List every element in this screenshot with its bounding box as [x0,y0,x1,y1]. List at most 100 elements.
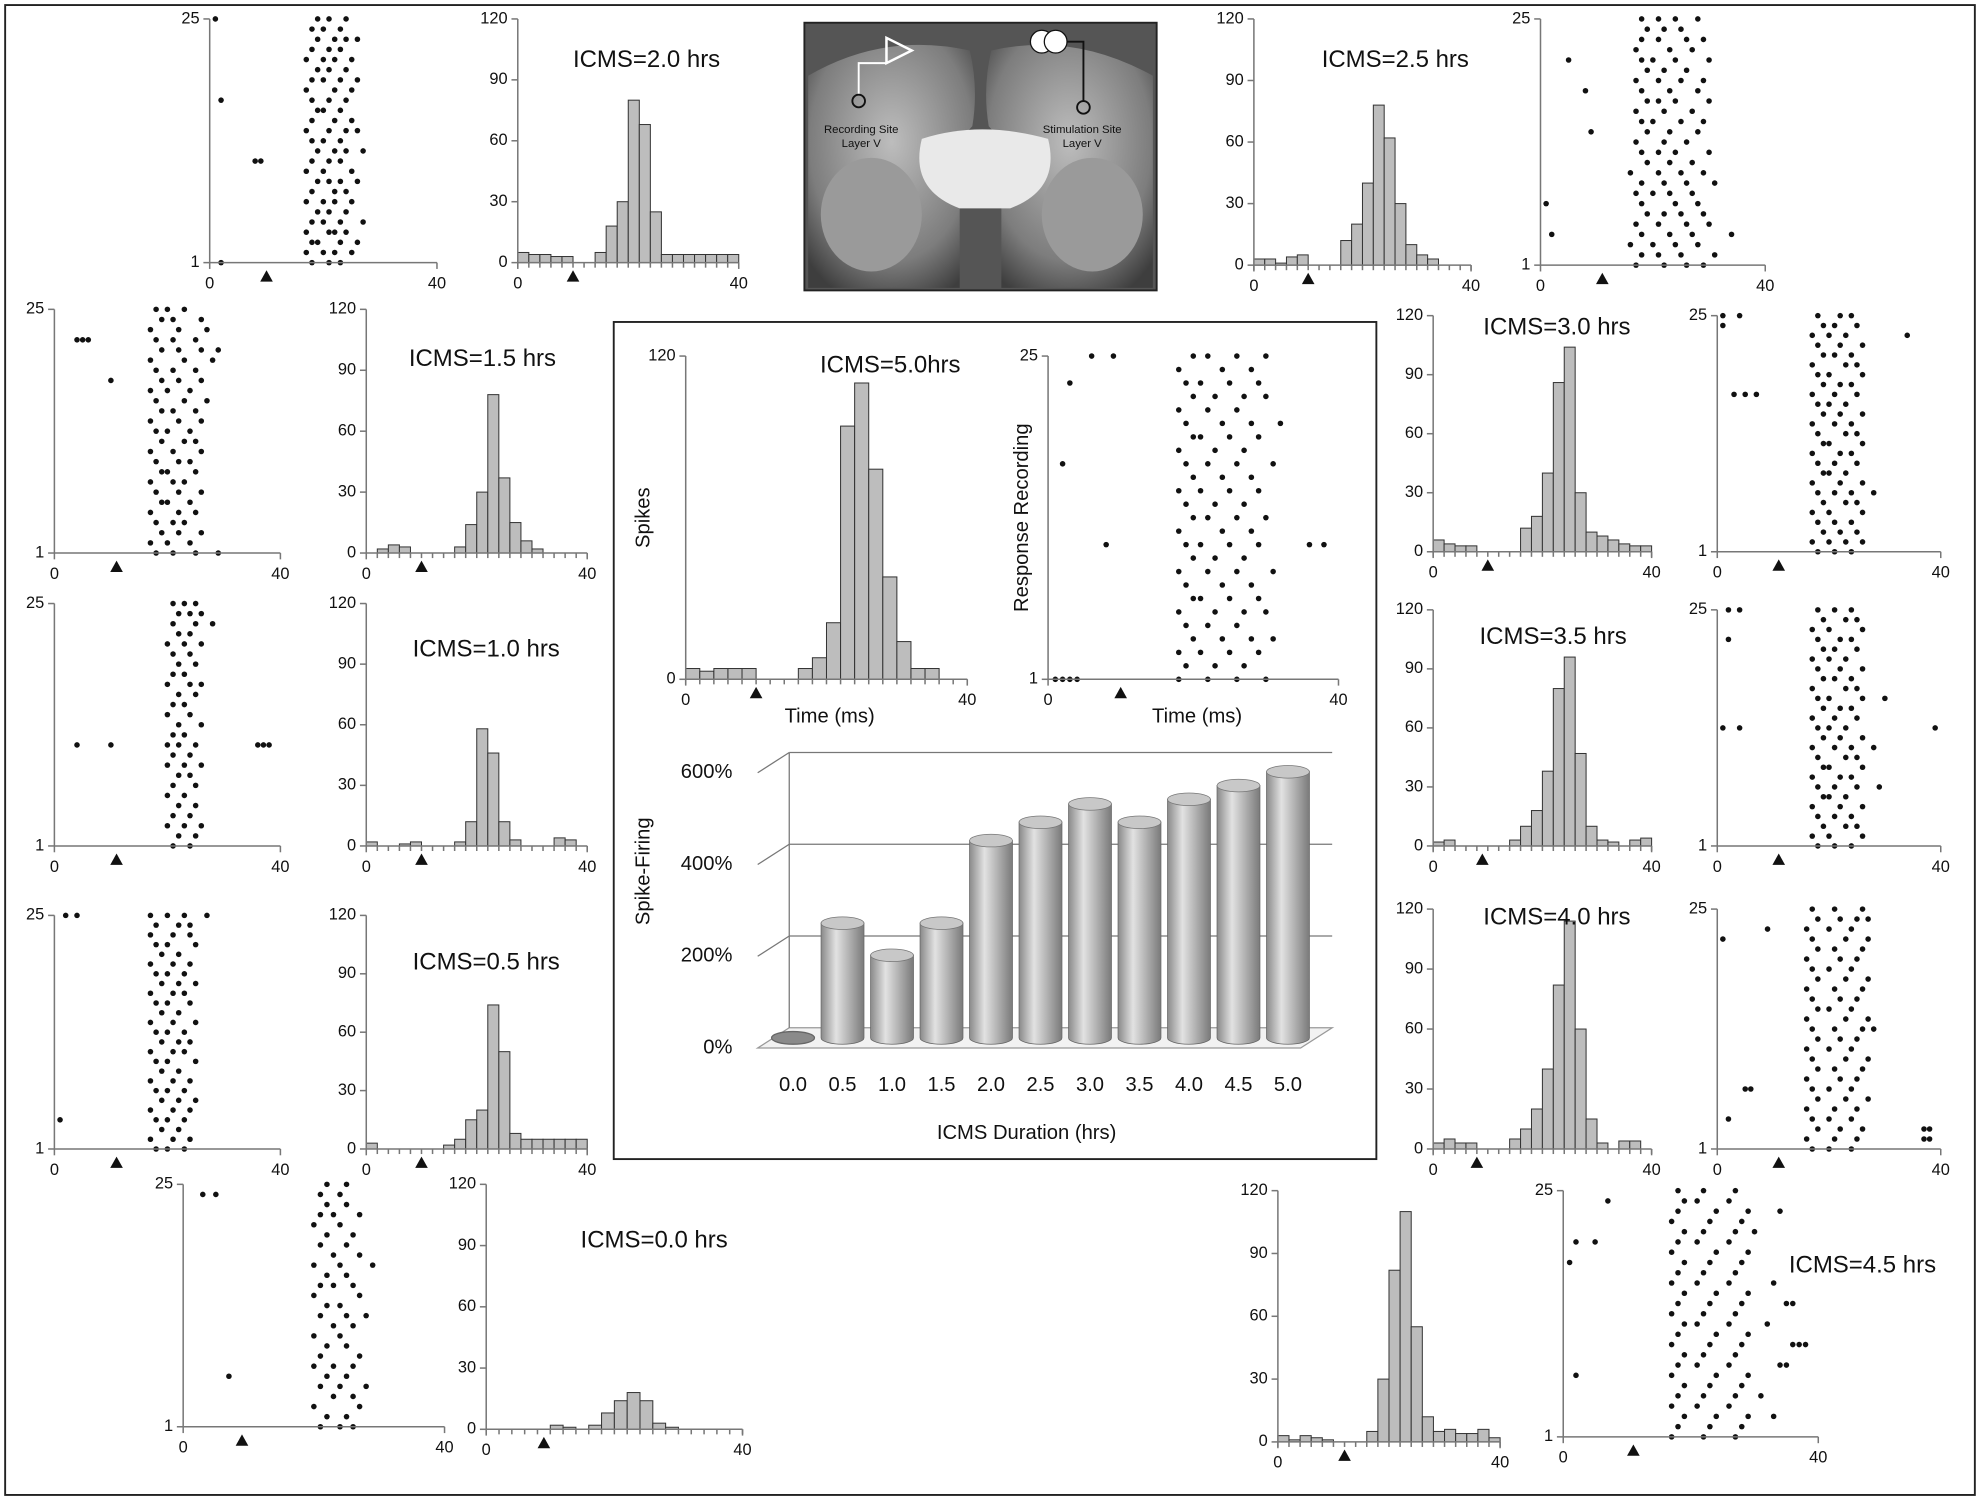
spike-dot [1736,607,1743,613]
spike-dot [1854,1076,1860,1082]
spike-dot [326,229,332,235]
spike-dot [1263,393,1269,400]
spike-dot [1713,1372,1720,1379]
y-tick-label: 30 [489,192,507,210]
spike-dot [1826,470,1832,476]
spike-dot [1848,421,1855,427]
spike-dot [1700,1352,1707,1358]
spike-dot [1837,774,1843,780]
histogram-bar [1405,244,1418,266]
spike-dot [320,107,327,114]
spike-dot [1197,541,1204,548]
spike-dot [1809,744,1816,751]
spike-dot [1826,793,1832,800]
stimulus-marker [1481,559,1495,571]
spike-dot [1809,509,1816,516]
spike-dot [170,1136,176,1143]
spike-dot [164,941,171,948]
spike-dot [1831,744,1838,751]
spike-dot [337,138,344,144]
x-tick-label: 40 [1932,564,1950,582]
spike-dot [1803,1106,1810,1112]
x-tick-label: 0 [1536,277,1545,295]
x-tick-label: 0.0 [779,1074,807,1096]
spike-dot [314,66,321,73]
y-axis-label: Spikes [632,487,654,548]
spike-dot [320,77,327,83]
spike-dot [170,812,176,819]
spike-dot [1842,656,1849,662]
spike-dot [1681,1198,1688,1204]
spike-dot [1633,108,1639,115]
spike-dot [1638,16,1645,22]
spike-dot [320,249,327,256]
histogram-bar [924,668,940,680]
spike-dot [1644,159,1651,166]
spike-dot [1842,499,1849,506]
spike-dot [1831,675,1838,682]
cylinder-top [1216,778,1261,793]
histogram-bar [528,253,541,264]
spike-dot [164,971,171,977]
x-tick-label: 0 [50,565,59,583]
y-axis-label: Spike-Firing [632,817,654,925]
y-tick-label: 25 [1689,306,1707,324]
spike-dot [1205,514,1211,521]
x-axis-label: Time (ms) [785,706,875,728]
spike-dot [1190,595,1197,602]
spike-dot [1678,118,1684,125]
spike-dot [1197,649,1204,656]
spike-dot [1854,1136,1860,1142]
spike-dot [343,1413,350,1420]
spike-dot [1854,754,1860,761]
spike-dot [331,229,338,235]
histogram-bar [476,728,489,847]
histogram-bar [1466,1433,1479,1443]
histogram-bar [454,1138,467,1150]
spike-dot [1745,1249,1751,1255]
spike-dot [1848,607,1855,613]
x-tick-label: 0 [205,274,214,292]
spike-dot [1809,833,1816,839]
spike-dot [1666,129,1673,135]
histogram-bar [487,752,500,847]
spike-dot [1713,1290,1720,1297]
spike-dot [147,479,154,485]
spike-dot [170,932,176,938]
spike-dot [1842,823,1849,830]
y-tick-label: 30 [1405,1079,1423,1097]
histogram-bar [1427,258,1439,266]
spike-dot [1826,926,1832,932]
spike-dot [1190,514,1197,521]
spike-dot [1695,16,1701,22]
spike-dot [1277,420,1284,427]
x-tick-label: 40 [1932,858,1950,876]
spike-dot [1837,450,1843,457]
spike-dot [1815,916,1821,922]
spike-dot [1205,353,1211,359]
spike-dot [317,1191,324,1198]
spike-dot [1831,421,1838,427]
spike-dot [1190,353,1197,359]
spike-dot [1745,1413,1751,1420]
histogram-bar [1443,543,1456,553]
spike-dot [1770,1413,1777,1420]
histogram-bar [1465,545,1478,553]
spike-dot [303,229,310,235]
spike-dot [1854,956,1860,962]
spike-dot [198,448,205,455]
spike-dot [1848,381,1855,388]
spike-dot [147,418,154,424]
spike-dot [330,1322,337,1329]
spike-dot [187,651,193,657]
spike-dot [1815,312,1821,319]
spike-dot [303,198,310,205]
spike-dot [314,209,321,215]
spike-dot [153,337,159,343]
histogram-bar [1454,1142,1467,1150]
spike-dot [354,178,361,185]
spike-dot [1270,636,1276,642]
spike-dot [1820,470,1827,476]
spike-dot [1650,190,1656,197]
cylinder [1266,771,1310,1045]
